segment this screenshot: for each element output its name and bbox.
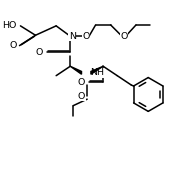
Text: O: O bbox=[78, 78, 85, 87]
Text: N: N bbox=[69, 32, 76, 41]
Text: O: O bbox=[83, 32, 90, 41]
Text: O: O bbox=[78, 92, 85, 101]
Text: O: O bbox=[120, 32, 128, 41]
Text: O: O bbox=[9, 41, 17, 50]
Text: NH: NH bbox=[90, 68, 104, 77]
Polygon shape bbox=[70, 66, 82, 74]
Polygon shape bbox=[91, 66, 103, 74]
Text: O: O bbox=[36, 48, 43, 57]
Text: HO: HO bbox=[2, 21, 17, 30]
